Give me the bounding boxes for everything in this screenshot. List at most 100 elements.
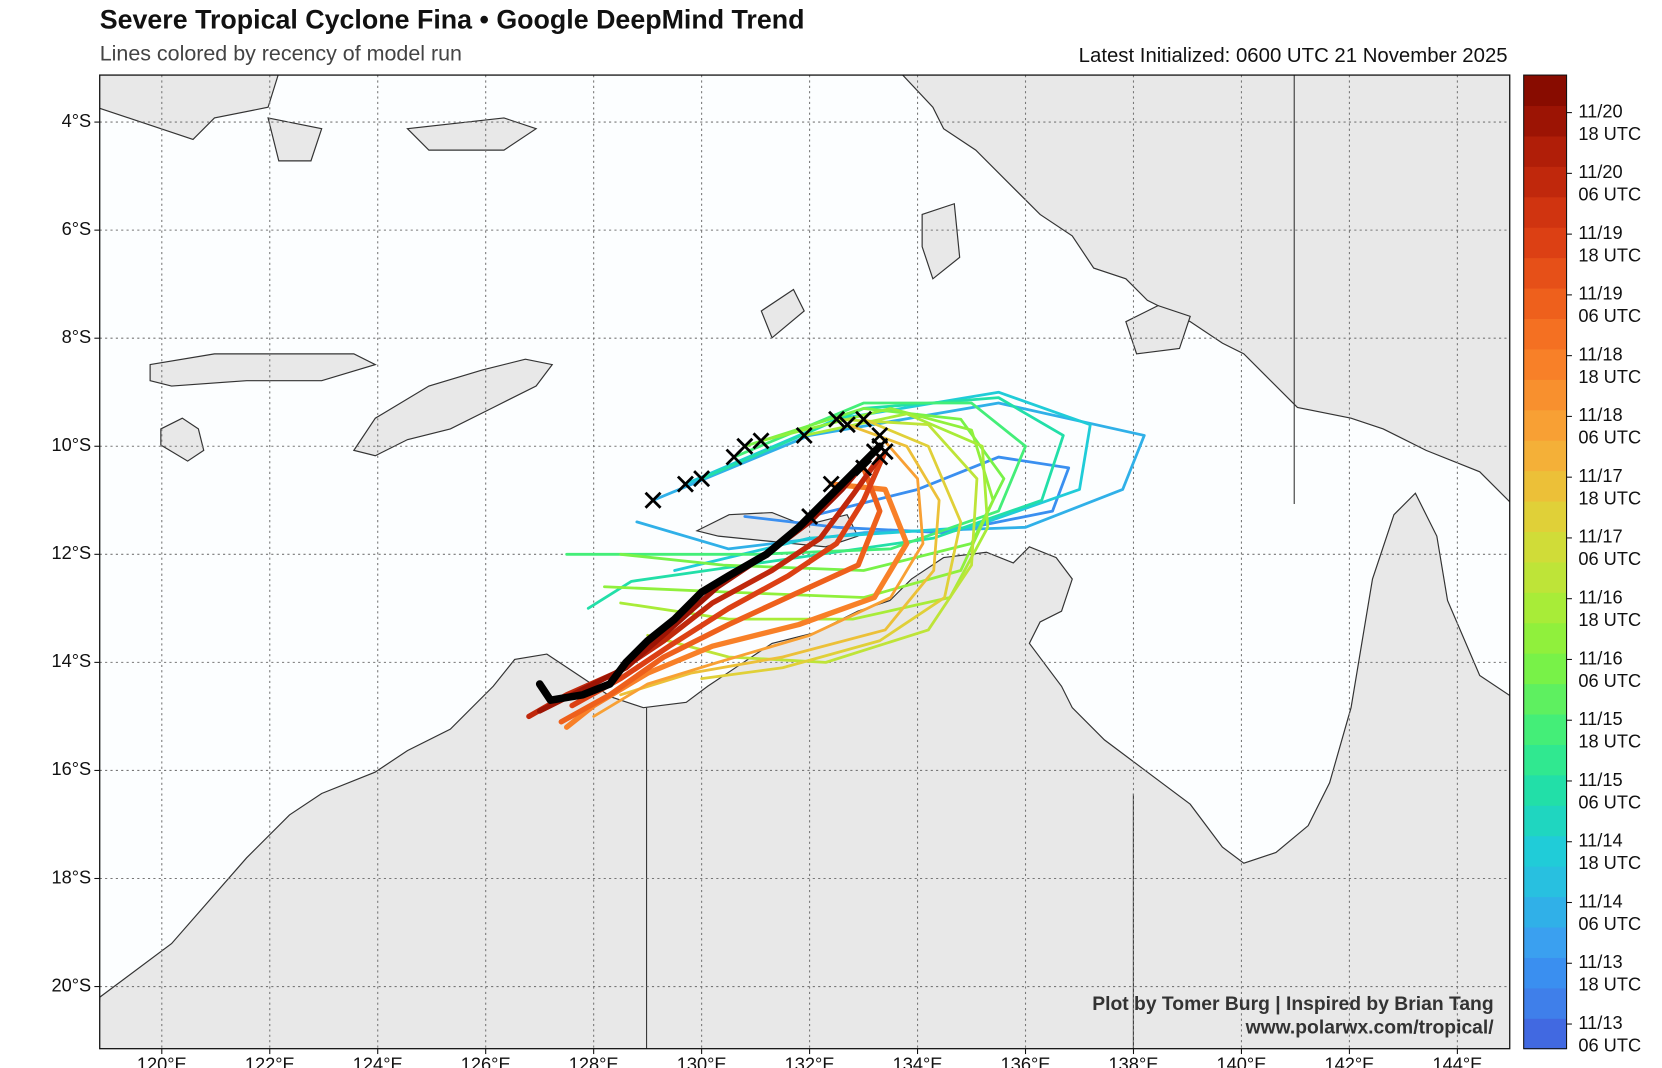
x-tick-label: 120°E	[137, 1055, 187, 1068]
colorbar-band	[1523, 835, 1567, 867]
frederik-hendrik	[1125, 304, 1191, 355]
colorbar-band	[1523, 744, 1567, 776]
colorbar-band	[1523, 896, 1567, 928]
tracks	[526, 390, 1146, 730]
x-tick-label: 138°E	[1109, 1055, 1159, 1068]
colorbar-label: 18 UTC	[1578, 367, 1641, 387]
colorbar-label: 11/18	[1578, 344, 1622, 364]
track	[646, 417, 979, 664]
sulawesi	[99, 75, 279, 141]
x-tick-label: 136°E	[1001, 1055, 1051, 1068]
colorbar-band	[1523, 318, 1567, 350]
new-guinea	[901, 75, 1510, 503]
colorbar-band	[1523, 653, 1567, 685]
subtitle: Lines colored by recency of model run	[100, 41, 462, 65]
colorbar-label: 06 UTC	[1578, 428, 1641, 448]
plot-frame	[99, 74, 1511, 1050]
colorbar-label: 18 UTC	[1578, 610, 1641, 630]
colorbar-label: 11/20	[1578, 101, 1622, 121]
init-marker	[855, 410, 873, 428]
init-marker	[828, 410, 846, 428]
y-tick-label: 16°S	[51, 759, 91, 779]
land	[99, 75, 1510, 1049]
colorbar-label: 06 UTC	[1578, 549, 1641, 569]
colorbar-band	[1523, 683, 1567, 715]
colorbar-band	[1523, 866, 1567, 898]
latest-track	[535, 442, 884, 704]
tanimbar	[760, 288, 805, 339]
colorbar-label: 11/18	[1578, 405, 1622, 425]
track	[558, 465, 883, 725]
colorbar-band	[1523, 805, 1567, 837]
colorbar-band	[1523, 470, 1567, 502]
colorbar-label: 11/20	[1578, 162, 1622, 182]
y-tick-label: 18°S	[51, 867, 91, 887]
init-marker	[871, 437, 889, 455]
init-marker	[644, 491, 662, 509]
colorbar-band	[1523, 774, 1567, 806]
colorbar-label: 18 UTC	[1578, 853, 1641, 873]
colorbar-label: 11/13	[1578, 952, 1622, 972]
colorbar-band	[1523, 288, 1567, 320]
colorbar-band	[1523, 227, 1567, 259]
colorbar-band	[1523, 348, 1567, 380]
colorbar-label: 18 UTC	[1578, 732, 1641, 752]
colorbar-label: 18 UTC	[1578, 124, 1641, 144]
x-tick-label: 142°E	[1324, 1055, 1374, 1068]
colorbar-label: 11/17	[1578, 527, 1622, 547]
colorbar-label: 11/15	[1578, 770, 1622, 790]
colorbar-band	[1523, 714, 1567, 745]
init-marker	[838, 416, 856, 434]
colorbar-label: 11/19	[1578, 284, 1622, 304]
colorbar-band	[1523, 409, 1567, 441]
init-marker	[693, 470, 711, 488]
track	[619, 423, 941, 697]
colorbar-label: 11/15	[1578, 709, 1622, 729]
colorbar-band	[1523, 622, 1567, 654]
x-tick-label: 134°E	[893, 1055, 943, 1068]
x-tick-label: 130°E	[677, 1055, 727, 1068]
colorbar-label: 18 UTC	[1578, 489, 1641, 509]
colorbar-label: 11/13	[1578, 1013, 1622, 1033]
sumba	[160, 417, 205, 462]
colorbar-band	[1523, 257, 1567, 289]
seram	[406, 117, 538, 151]
colorbar-label: 11/14	[1578, 831, 1622, 851]
colorbar-label: 11/14	[1578, 891, 1622, 911]
x-tick-label: 124°E	[353, 1055, 403, 1068]
track	[569, 448, 888, 709]
y-tick-label: 12°S	[51, 543, 91, 563]
colorbar-band	[1523, 957, 1567, 989]
colorbar-label: 06 UTC	[1578, 185, 1641, 205]
x-tick-label: 128°E	[569, 1055, 619, 1068]
x-tick-label: 122°E	[245, 1055, 295, 1068]
colorbar-band	[1523, 166, 1567, 198]
colorbar-label: 11/19	[1578, 223, 1622, 243]
init-marker	[855, 459, 873, 477]
timor	[352, 358, 554, 457]
credit: www.polarwx.com/tropical/	[1245, 1017, 1495, 1038]
australia	[99, 492, 1510, 1049]
y-tick-label: 10°S	[51, 435, 91, 455]
init-marker	[752, 432, 770, 450]
credit: Plot by Tomer Burg | Inspired by Brian T…	[1092, 994, 1493, 1015]
initialized: Latest Initialized: 0600 UTC 21 November…	[1079, 45, 1508, 67]
init-marker	[822, 475, 840, 493]
y-tick-label: 14°S	[51, 651, 91, 671]
colorbar-band	[1523, 531, 1567, 563]
colorbar-label: 06 UTC	[1578, 914, 1641, 934]
colorbar-band	[1523, 1018, 1567, 1050]
buru	[267, 117, 323, 162]
colorbar-band	[1523, 105, 1567, 137]
colorbar-label: 06 UTC	[1578, 792, 1641, 812]
colorbar-label: 11/17	[1578, 466, 1622, 486]
colorbar-band	[1523, 561, 1567, 593]
colorbar-band	[1523, 135, 1567, 167]
x-tick-label: 126°E	[461, 1055, 511, 1068]
colorbar-band	[1523, 592, 1567, 624]
colorbar-band	[1523, 926, 1567, 958]
track	[619, 412, 990, 621]
y-tick-label: 20°S	[51, 975, 91, 995]
colorbar-label: 18 UTC	[1578, 975, 1641, 995]
colorbar-band	[1523, 75, 1567, 107]
